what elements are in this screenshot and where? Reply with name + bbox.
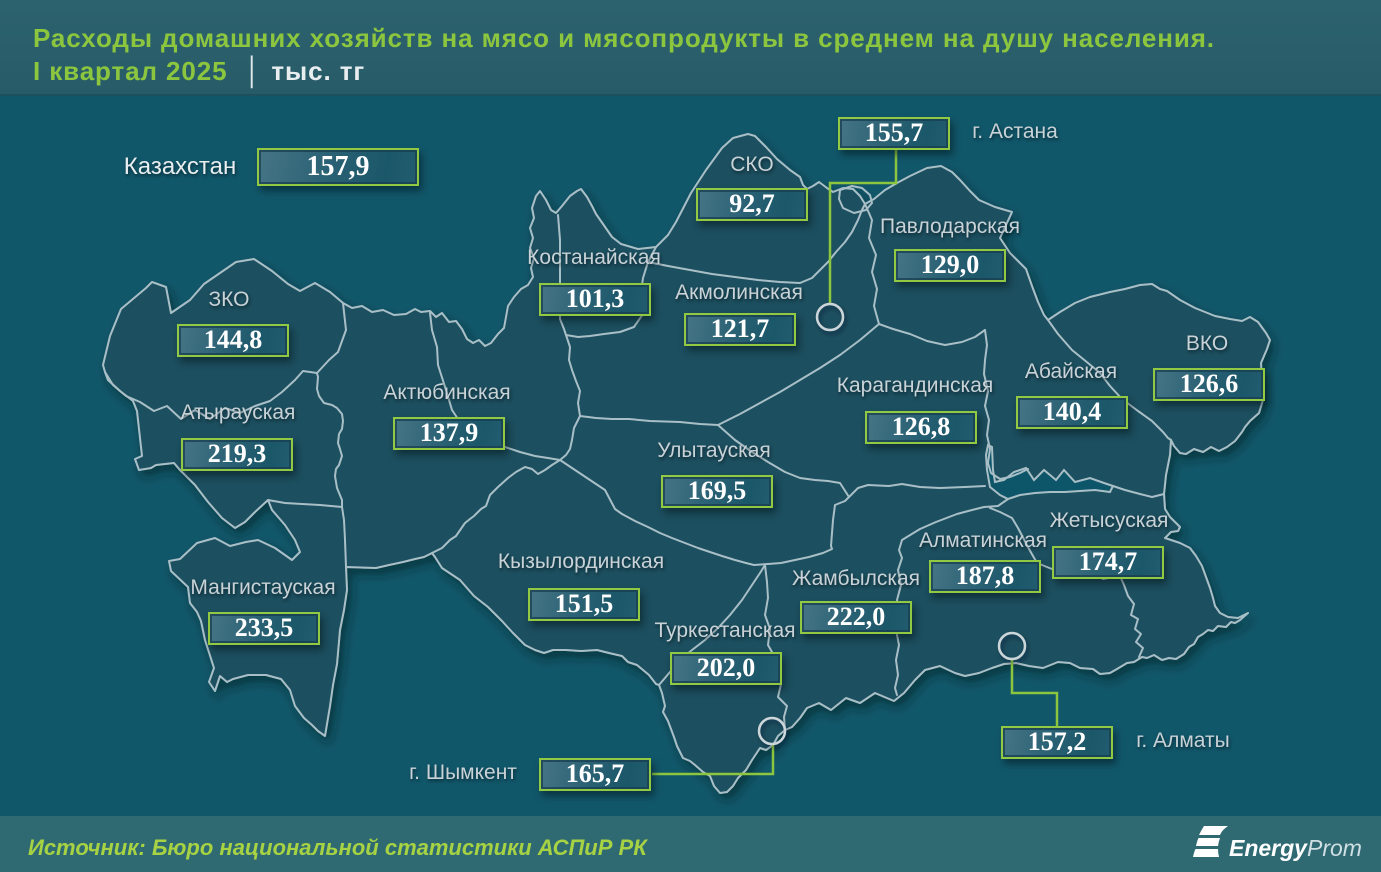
svg-text:EnergyProm: EnergyProm xyxy=(1229,835,1362,861)
